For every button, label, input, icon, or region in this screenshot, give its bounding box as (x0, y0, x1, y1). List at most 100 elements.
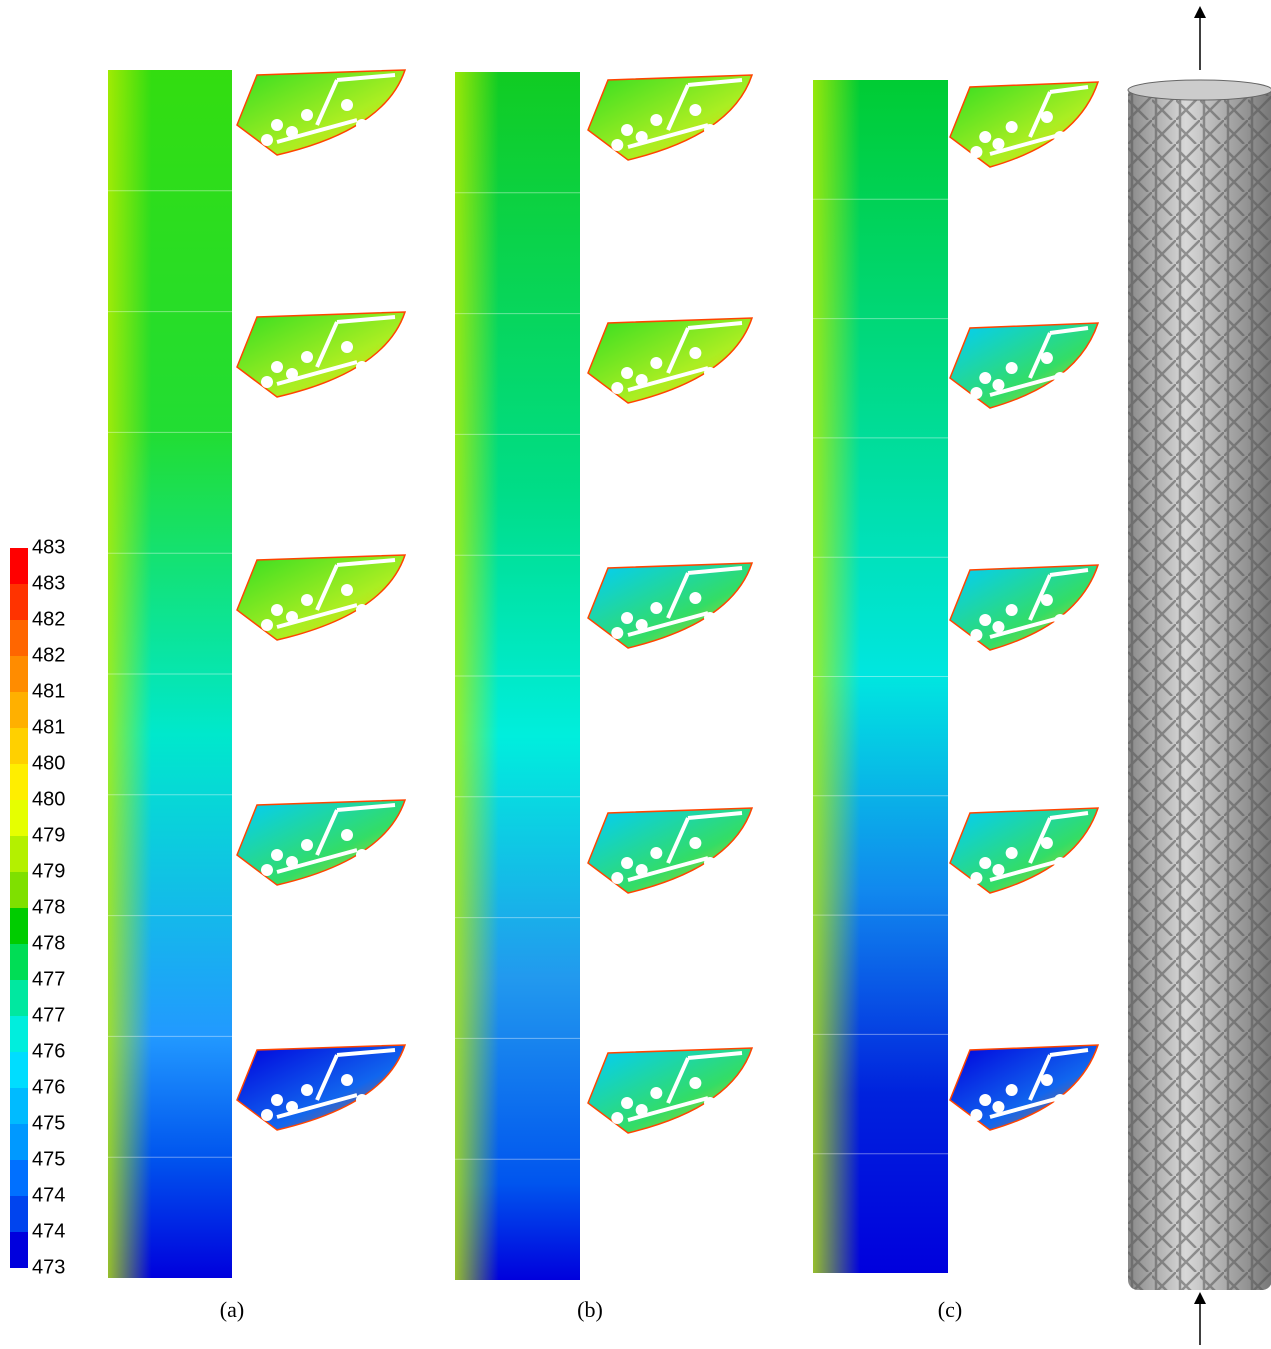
solid-particle (301, 1084, 313, 1096)
solid-particle (636, 1104, 648, 1116)
solid-particle (621, 1097, 633, 1109)
solid-particle (271, 361, 283, 373)
solid-particle (970, 872, 982, 884)
colorbar-label: 476 (32, 1076, 65, 1098)
color-swatch (10, 1196, 28, 1232)
panel-label: (b) (577, 1297, 603, 1322)
color-swatch (10, 656, 28, 692)
solid-particle (356, 849, 368, 861)
solid-particle (271, 119, 283, 131)
solid-particle (1041, 352, 1053, 364)
solid-particle (979, 1094, 991, 1106)
solid-particle (611, 1112, 623, 1124)
color-swatch (10, 764, 28, 800)
solid-particle (992, 621, 1004, 633)
solid-particle (611, 872, 623, 884)
colorbar-label: 479 (32, 860, 65, 882)
colorbar: 4834834824824814814804804794794784784774… (10, 536, 65, 1278)
panels: (a) (b) (c) (108, 70, 1098, 1322)
solid-particle (704, 1097, 716, 1109)
solid-particle (689, 1077, 701, 1089)
colorbar-label: 480 (32, 752, 65, 774)
solid-particle (1006, 847, 1018, 859)
colorbar-label: 478 (32, 932, 65, 954)
color-swatch (10, 944, 28, 980)
solid-particle (261, 376, 273, 388)
solid-particle (286, 856, 298, 868)
solid-particle (356, 361, 368, 373)
solid-particle (689, 837, 701, 849)
solid-particle (704, 367, 716, 379)
solid-particle (1041, 837, 1053, 849)
solid-particle (689, 592, 701, 604)
color-swatch (10, 1124, 28, 1160)
solid-particle (1054, 372, 1066, 384)
color-swatch (10, 872, 28, 908)
colorbar-label: 477 (32, 1004, 65, 1026)
colorbar-label: 475 (32, 1112, 65, 1134)
colorbar-label: 478 (32, 896, 65, 918)
solid-particle (611, 627, 623, 639)
colorbar-label: 483 (32, 536, 65, 558)
solid-particle (1006, 1084, 1018, 1096)
solid-particle (261, 1109, 273, 1121)
solid-particle (286, 1101, 298, 1113)
solid-particle (301, 594, 313, 606)
solid-particle (970, 1109, 982, 1121)
solid-particle (979, 614, 991, 626)
solid-particle (301, 351, 313, 363)
colorbar-label: 479 (32, 824, 65, 846)
color-swatch (10, 620, 28, 656)
solid-particle (286, 611, 298, 623)
solid-particle (356, 604, 368, 616)
colorbar-label: 474 (32, 1220, 65, 1242)
solid-particle (636, 864, 648, 876)
solid-particle (970, 387, 982, 399)
color-swatch (10, 800, 28, 836)
solid-particle (286, 368, 298, 380)
solid-particle (992, 379, 1004, 391)
solid-particle (979, 131, 991, 143)
solid-particle (636, 131, 648, 143)
solid-particle (689, 347, 701, 359)
solid-particle (621, 857, 633, 869)
panel-label: (a) (220, 1297, 244, 1322)
solid-particle (341, 1074, 353, 1086)
solid-particle (341, 584, 353, 596)
solid-particle (1041, 594, 1053, 606)
solid-particle (650, 114, 662, 126)
solid-particle (621, 367, 633, 379)
color-swatch (10, 1016, 28, 1052)
colorbar-label: 480 (32, 788, 65, 810)
solid-particle (1041, 1074, 1053, 1086)
color-swatch (10, 728, 28, 764)
figure: 4834834824824814814804804794794784784774… (0, 0, 1271, 1349)
solid-particle (689, 104, 701, 116)
colorbar-label: 476 (32, 1040, 65, 1062)
color-swatch (10, 584, 28, 620)
solid-particle (992, 138, 1004, 150)
color-swatch (10, 1088, 28, 1124)
colorbar-label: 481 (32, 680, 65, 702)
solid-particle (1054, 131, 1066, 143)
color-swatch (10, 548, 28, 584)
solid-particle (992, 864, 1004, 876)
colorbar-label: 475 (32, 1148, 65, 1170)
solid-particle (301, 109, 313, 121)
colorbar-label: 482 (32, 644, 65, 666)
solid-particle (261, 619, 273, 631)
solid-particle (979, 857, 991, 869)
colorbar-label: 474 (32, 1184, 65, 1206)
solid-particle (356, 1094, 368, 1106)
solid-particle (704, 857, 716, 869)
solid-particle (341, 341, 353, 353)
solid-particle (271, 604, 283, 616)
colorbar-label: 482 (32, 608, 65, 630)
color-swatch (10, 692, 28, 728)
solid-particle (1054, 1094, 1066, 1106)
solid-particle (356, 119, 368, 131)
color-swatch (10, 1160, 28, 1196)
solid-particle (636, 374, 648, 386)
panel-label: (c) (938, 1297, 962, 1322)
solid-particle (611, 382, 623, 394)
